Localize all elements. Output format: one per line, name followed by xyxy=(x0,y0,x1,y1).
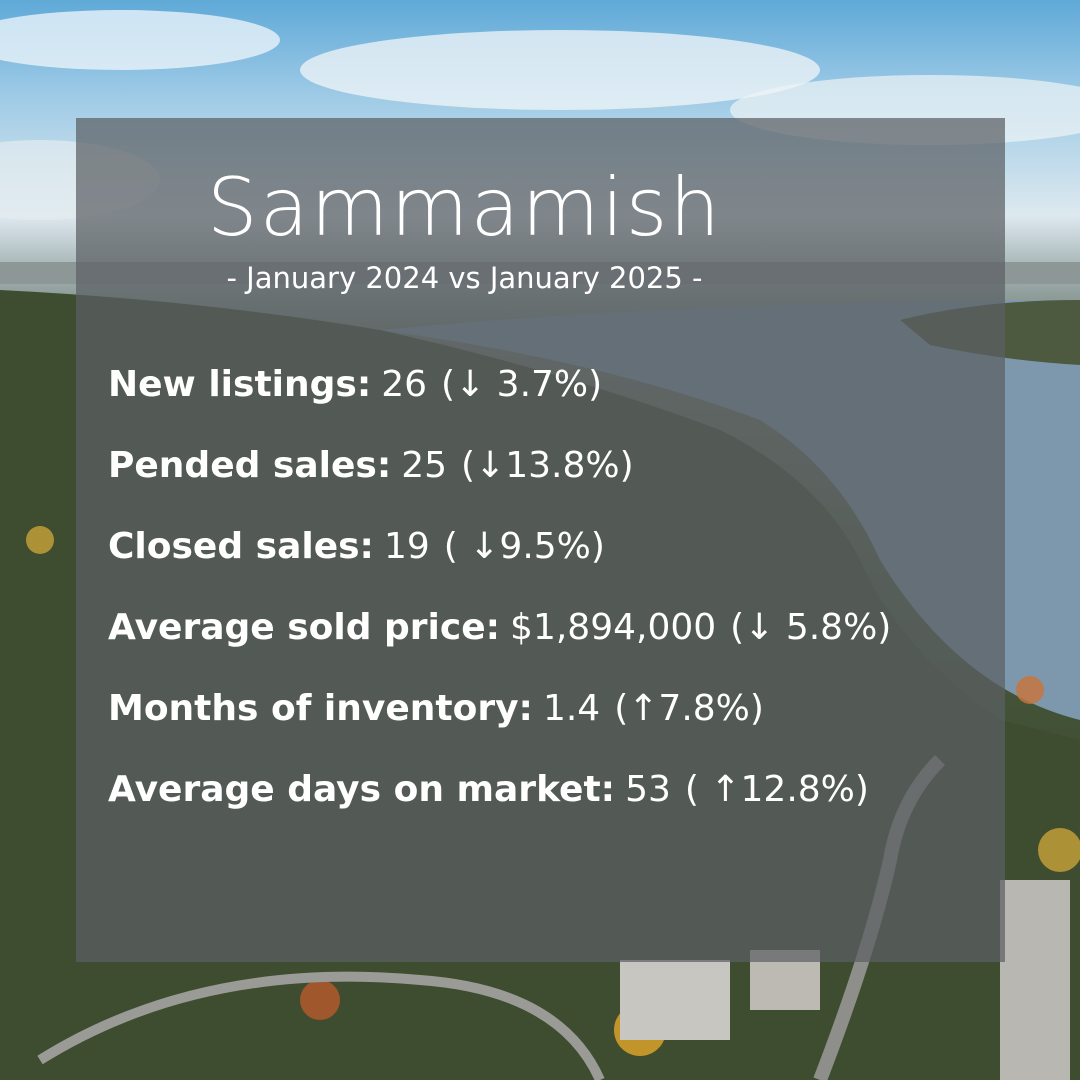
date-range-subtitle: - January 2024 vs January 2025 - xyxy=(226,261,703,295)
stat-label: Average days on market: xyxy=(108,769,616,810)
stat-change: ( ↓9.5%) xyxy=(443,526,605,567)
stat-value: 26 xyxy=(381,364,428,405)
stat-value: $1,894,000 xyxy=(510,607,717,648)
page-title: Sammamish xyxy=(206,161,723,254)
stat-value: 53 xyxy=(625,769,671,810)
autumn-tree xyxy=(26,526,54,554)
cloud-shape xyxy=(0,10,280,70)
stats-overlay-panel xyxy=(76,118,1005,962)
residential-road xyxy=(37,971,605,1080)
stat-value: 19 xyxy=(383,526,430,567)
stat-new-listings: New listings: 26 (↓ 3.7%) xyxy=(108,362,988,443)
stat-months-of-inventory: Months of inventory: 1.4 (↑7.8%) xyxy=(108,686,988,767)
stat-label: New listings: xyxy=(108,364,372,405)
stat-change: ( ↑12.8%) xyxy=(684,769,869,810)
building xyxy=(620,960,730,1040)
stat-value: 25 xyxy=(401,445,448,486)
stat-change: (↓13.8%) xyxy=(461,445,634,486)
stat-label: Average sold price: xyxy=(108,607,501,648)
stat-change: (↓ 5.8%) xyxy=(730,607,892,648)
stat-closed-sales: Closed sales: 19 ( ↓9.5%) xyxy=(108,524,988,605)
autumn-tree xyxy=(1038,828,1080,872)
cloud-shape xyxy=(300,30,820,110)
stat-change: (↓ 3.7%) xyxy=(441,364,603,405)
stat-pended-sales: Pended sales: 25 (↓13.8%) xyxy=(108,443,988,524)
stat-label: Months of inventory: xyxy=(108,688,533,729)
building xyxy=(1000,880,1070,1080)
stat-label: Pended sales: xyxy=(108,445,392,486)
autumn-tree xyxy=(1016,676,1044,704)
stat-change: (↑7.8%) xyxy=(614,688,764,729)
stat-average-sold-price: Average sold price: $1,894,000 (↓ 5.8%) xyxy=(108,605,988,686)
autumn-tree xyxy=(300,980,340,1020)
stat-value: 1.4 xyxy=(542,688,601,729)
stats-list: New listings: 26 (↓ 3.7%) Pended sales: 25 (… xyxy=(108,362,988,848)
stat-average-days-on-market: Average days on market: 53 ( ↑12.8%) xyxy=(108,767,988,848)
stat-label: Closed sales: xyxy=(108,526,374,567)
